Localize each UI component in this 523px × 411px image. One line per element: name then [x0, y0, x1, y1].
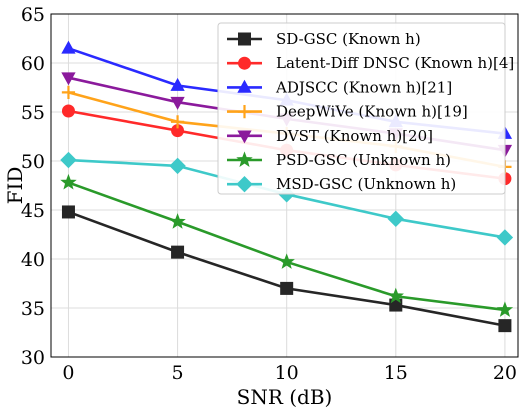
tick-labels: 0 5 10 15 20 30 35 40 45 50 55 60 65 — [21, 4, 517, 384]
legend-marker — [238, 56, 251, 70]
data-point — [61, 104, 75, 118]
data-point — [170, 77, 185, 91]
legend-item: ADJSCC (Known h)[21] — [227, 78, 452, 96]
legend-marker — [237, 105, 252, 119]
data-point — [60, 151, 77, 169]
data-point — [61, 72, 76, 86]
x-tick-label: 15 — [384, 362, 408, 384]
legend-marker — [237, 79, 252, 93]
legend-item: PSD-GSC (Unknown h) — [227, 151, 451, 169]
data-point — [170, 96, 185, 110]
data-point — [496, 229, 514, 246]
x-axis-label: SNR (dB) — [237, 385, 333, 409]
legend-label: DVST (Known h)[20] — [276, 127, 433, 145]
data-point — [169, 213, 186, 229]
series-6 — [60, 173, 514, 317]
data-point — [171, 245, 185, 259]
plot-frame — [50, 13, 519, 358]
x-tick-label: 20 — [493, 362, 517, 384]
legend-item: Latent-Diff DNSC (Known h)[4] — [227, 54, 514, 72]
data-point — [61, 205, 75, 219]
x-tick-label: 5 — [172, 362, 184, 384]
legend-label: SD-GSC (Known h) — [276, 30, 421, 48]
legend: SD-GSC (Known h) Latent-Diff DNSC (Known … — [217, 22, 514, 195]
legend-label: DeepWiVe (Known h)[19] — [276, 103, 468, 121]
series-1 — [61, 205, 512, 333]
y-tick-label: 35 — [21, 298, 45, 320]
x-tick-label: 10 — [275, 362, 299, 384]
legend-marker — [238, 32, 251, 46]
y-tick-label: 30 — [21, 347, 45, 369]
legend-marker — [236, 151, 253, 167]
legend-item: MSD-GSC (Unknown h) — [227, 175, 456, 193]
legend-label: MSD-GSC (Unknown h) — [276, 175, 456, 193]
data-point — [61, 40, 76, 54]
data-point — [278, 253, 295, 269]
legend-item: DVST (Known h)[20] — [227, 127, 433, 145]
data-point — [61, 85, 76, 99]
data-point — [387, 287, 404, 304]
y-tick-label: 40 — [21, 249, 45, 271]
legend-label: PSD-GSC (Unknown h) — [276, 151, 451, 169]
legend-label: ADJSCC (Known h)[21] — [275, 78, 452, 96]
legend-marker — [237, 130, 252, 144]
y-tick-label: 60 — [21, 53, 45, 75]
x-tick-label: 0 — [62, 362, 74, 384]
legend-label: Latent-Diff DNSC (Known h)[4] — [276, 54, 514, 72]
y-tick-label: 65 — [21, 4, 45, 26]
data-point — [498, 319, 512, 333]
y-tick-label: 45 — [21, 200, 45, 222]
data-point — [387, 210, 405, 228]
legend-box — [217, 22, 506, 195]
data-point — [60, 173, 77, 190]
legend-marker — [236, 175, 253, 193]
data-point — [280, 281, 294, 295]
y-tick-label: 55 — [21, 102, 45, 124]
legend-item: SD-GSC (Known h) — [227, 30, 421, 48]
y-tick-label: 50 — [21, 151, 45, 173]
data-point — [170, 115, 185, 129]
legend-item: DeepWiVe (Known h)[19] — [227, 103, 468, 121]
data-point — [169, 157, 186, 175]
y-axis-label: FID — [3, 167, 27, 205]
data-point — [496, 301, 514, 317]
